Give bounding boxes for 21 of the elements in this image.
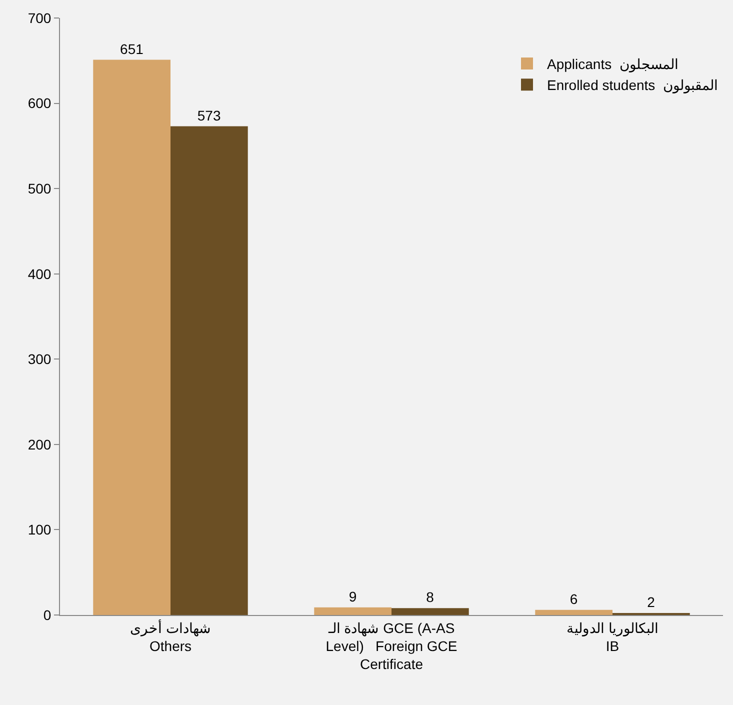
- data-label: 651: [120, 40, 144, 57]
- y-tick-label: 400: [28, 266, 52, 282]
- legend-label: Applicants المسجلون: [547, 56, 678, 73]
- y-tick-label: 700: [28, 10, 52, 26]
- y-tick-label: 0: [43, 606, 52, 623]
- data-label: 9: [348, 588, 357, 604]
- bar: [93, 60, 170, 615]
- bar: [535, 610, 612, 615]
- bar: [314, 607, 392, 615]
- legend-label: Enrolled students المقبولون: [547, 77, 718, 94]
- y-tick-label: 300: [28, 351, 52, 368]
- bar: [170, 126, 248, 615]
- data-label: 6: [570, 590, 578, 607]
- data-label: 573: [197, 107, 221, 124]
- bar: [392, 608, 469, 615]
- y-tick-label: 200: [28, 436, 52, 452]
- data-label: 2: [647, 594, 656, 610]
- y-tick-label: 500: [28, 180, 52, 196]
- y-tick-label: 600: [28, 95, 52, 112]
- data-label: 8: [426, 589, 434, 606]
- y-tick-label: 100: [28, 522, 52, 538]
